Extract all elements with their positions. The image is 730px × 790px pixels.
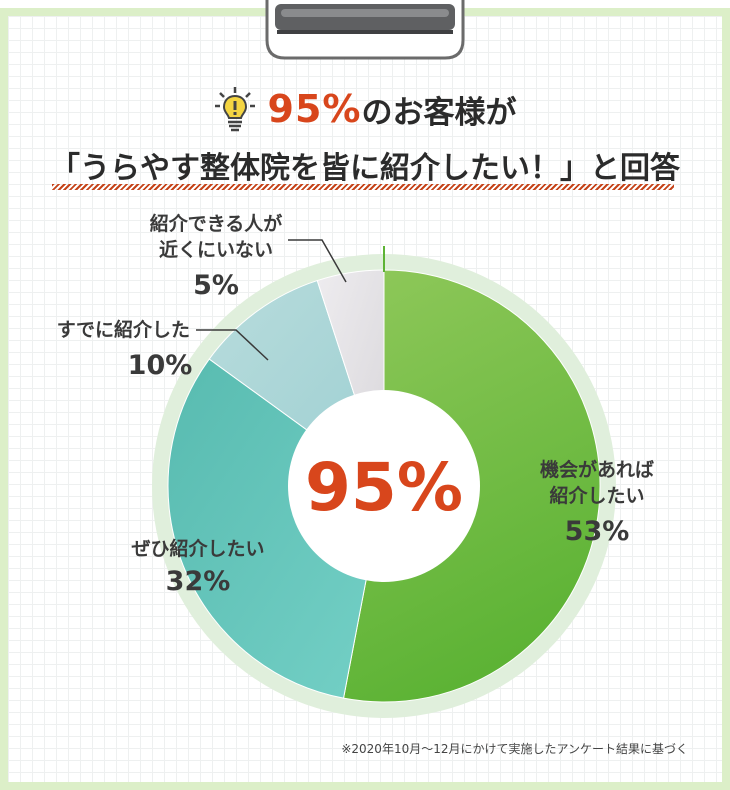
label-no-one-nearby-value: 5% — [193, 270, 239, 301]
label-definitely-refer-text: ぜひ紹介したい — [131, 537, 264, 560]
subheadline-underline — [52, 184, 674, 190]
headline-text: のお客様が — [361, 94, 517, 131]
headline-percent: 95% — [267, 87, 362, 131]
label-no-one-nearby-text: 紹介できる人が — [150, 212, 283, 235]
label-already-referred-value: 10% — [128, 350, 193, 381]
clipboard-clip-icon — [265, 0, 465, 60]
label-chance-to-refer-text: 機会があれば — [540, 458, 654, 481]
headline: 95% のお客様が — [0, 84, 730, 134]
label-no-one-nearby-text: 近くにいない — [159, 239, 273, 261]
label-already-referred-text: すでに紹介した — [57, 318, 190, 341]
donut-hole — [288, 390, 480, 582]
subheadline: 「うらやす整体院を皆に紹介したい！」と回答 — [50, 151, 680, 186]
leader-no-one-nearby — [288, 239, 347, 283]
label-definitely-refer-value: 32% — [166, 566, 231, 597]
footnote: ※2020年10月～12月にかけて実施したアンケート結果に基づく — [341, 742, 688, 756]
leader-already-referred — [196, 329, 269, 361]
slice-definitely-refer — [167, 358, 385, 699]
lightbulb-icon — [214, 87, 255, 132]
label-chance-to-refer-text: 紹介したい — [549, 484, 644, 507]
center-label: 95% — [305, 449, 463, 526]
label-chance-to-refer-value: 53% — [565, 516, 630, 547]
